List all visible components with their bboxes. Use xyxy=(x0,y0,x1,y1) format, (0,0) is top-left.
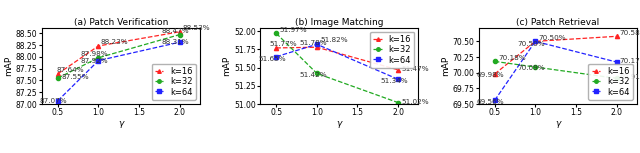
k=16 xyxy=(176,31,184,33)
Title: (a) Patch Verification: (a) Patch Verification xyxy=(74,18,168,27)
Text: 88.23%: 88.23% xyxy=(101,39,129,45)
k=32 xyxy=(491,60,499,62)
k=64 xyxy=(394,78,402,80)
Text: 51.78%: 51.78% xyxy=(299,40,326,46)
Line: k=16: k=16 xyxy=(274,45,400,72)
Text: 51.77%: 51.77% xyxy=(270,41,298,47)
Text: 70.50%: 70.50% xyxy=(518,41,545,47)
k=16 xyxy=(491,73,499,75)
Text: 70.58%: 70.58% xyxy=(620,30,640,36)
Y-axis label: mAP: mAP xyxy=(222,56,231,76)
Y-axis label: mAP: mAP xyxy=(441,56,450,76)
k=32 xyxy=(95,57,102,59)
k=64 xyxy=(176,41,184,43)
Text: 51.47%: 51.47% xyxy=(401,66,429,72)
k=16 xyxy=(54,73,61,75)
X-axis label: γ: γ xyxy=(555,119,561,128)
Legend: k=16, k=32, k=64: k=16, k=32, k=64 xyxy=(588,64,632,100)
Legend: k=16, k=32, k=64: k=16, k=32, k=64 xyxy=(152,64,196,100)
k=32 xyxy=(531,66,539,68)
Text: 88.47%: 88.47% xyxy=(162,28,189,34)
Text: 70.09%: 70.09% xyxy=(518,65,545,71)
Text: 88.53%: 88.53% xyxy=(182,25,210,31)
k=64 xyxy=(95,60,102,62)
k=16 xyxy=(394,69,402,71)
Text: 69.98%: 69.98% xyxy=(477,72,504,78)
Text: 69.91%: 69.91% xyxy=(620,74,640,80)
Text: 51.82%: 51.82% xyxy=(320,37,348,43)
Line: k=64: k=64 xyxy=(274,42,400,81)
Text: 87.92%: 87.92% xyxy=(81,58,108,64)
k=32 xyxy=(394,102,402,103)
X-axis label: γ: γ xyxy=(337,119,342,128)
Text: 51.42%: 51.42% xyxy=(299,72,326,78)
Line: k=16: k=16 xyxy=(493,34,619,76)
Line: k=32: k=32 xyxy=(493,59,619,80)
k=64 xyxy=(273,56,280,58)
Text: 87.07%: 87.07% xyxy=(40,98,68,104)
Line: k=64: k=64 xyxy=(493,39,619,102)
Text: 70.50%: 70.50% xyxy=(539,35,566,41)
k=32 xyxy=(313,73,321,74)
k=16 xyxy=(612,35,620,37)
Title: (b) Image Matching: (b) Image Matching xyxy=(295,18,383,27)
Y-axis label: mAP: mAP xyxy=(4,56,13,76)
k=32 xyxy=(176,34,184,35)
Text: 87.55%: 87.55% xyxy=(61,74,89,80)
k=16 xyxy=(95,45,102,47)
k=32 xyxy=(54,77,61,79)
k=32 xyxy=(273,32,280,34)
Text: 69.56%: 69.56% xyxy=(477,99,504,105)
Text: 51.65%: 51.65% xyxy=(259,56,286,62)
Legend: k=16, k=32, k=64: k=16, k=32, k=64 xyxy=(370,32,414,68)
k=64 xyxy=(531,40,539,42)
Line: k=32: k=32 xyxy=(56,33,182,80)
k=64 xyxy=(54,100,61,102)
Text: 87.98%: 87.98% xyxy=(81,51,108,57)
k=64 xyxy=(612,61,620,63)
Text: 51.34%: 51.34% xyxy=(380,78,408,84)
k=16 xyxy=(531,40,539,42)
Line: k=16: k=16 xyxy=(56,30,182,76)
Text: 88.31%: 88.31% xyxy=(162,39,189,45)
Text: 70.18%: 70.18% xyxy=(498,55,525,61)
Text: 51.02%: 51.02% xyxy=(401,99,429,106)
k=16 xyxy=(313,46,321,48)
k=16 xyxy=(273,47,280,49)
k=64 xyxy=(313,43,321,45)
Text: 51.97%: 51.97% xyxy=(280,27,307,33)
Text: 70.17%: 70.17% xyxy=(620,58,640,64)
k=32 xyxy=(612,77,620,79)
k=64 xyxy=(491,99,499,101)
Text: 87.64%: 87.64% xyxy=(56,67,84,73)
Title: (c) Patch Retrieval: (c) Patch Retrieval xyxy=(516,18,599,27)
Line: k=64: k=64 xyxy=(56,40,182,103)
X-axis label: γ: γ xyxy=(118,119,124,128)
Line: k=32: k=32 xyxy=(274,31,400,105)
